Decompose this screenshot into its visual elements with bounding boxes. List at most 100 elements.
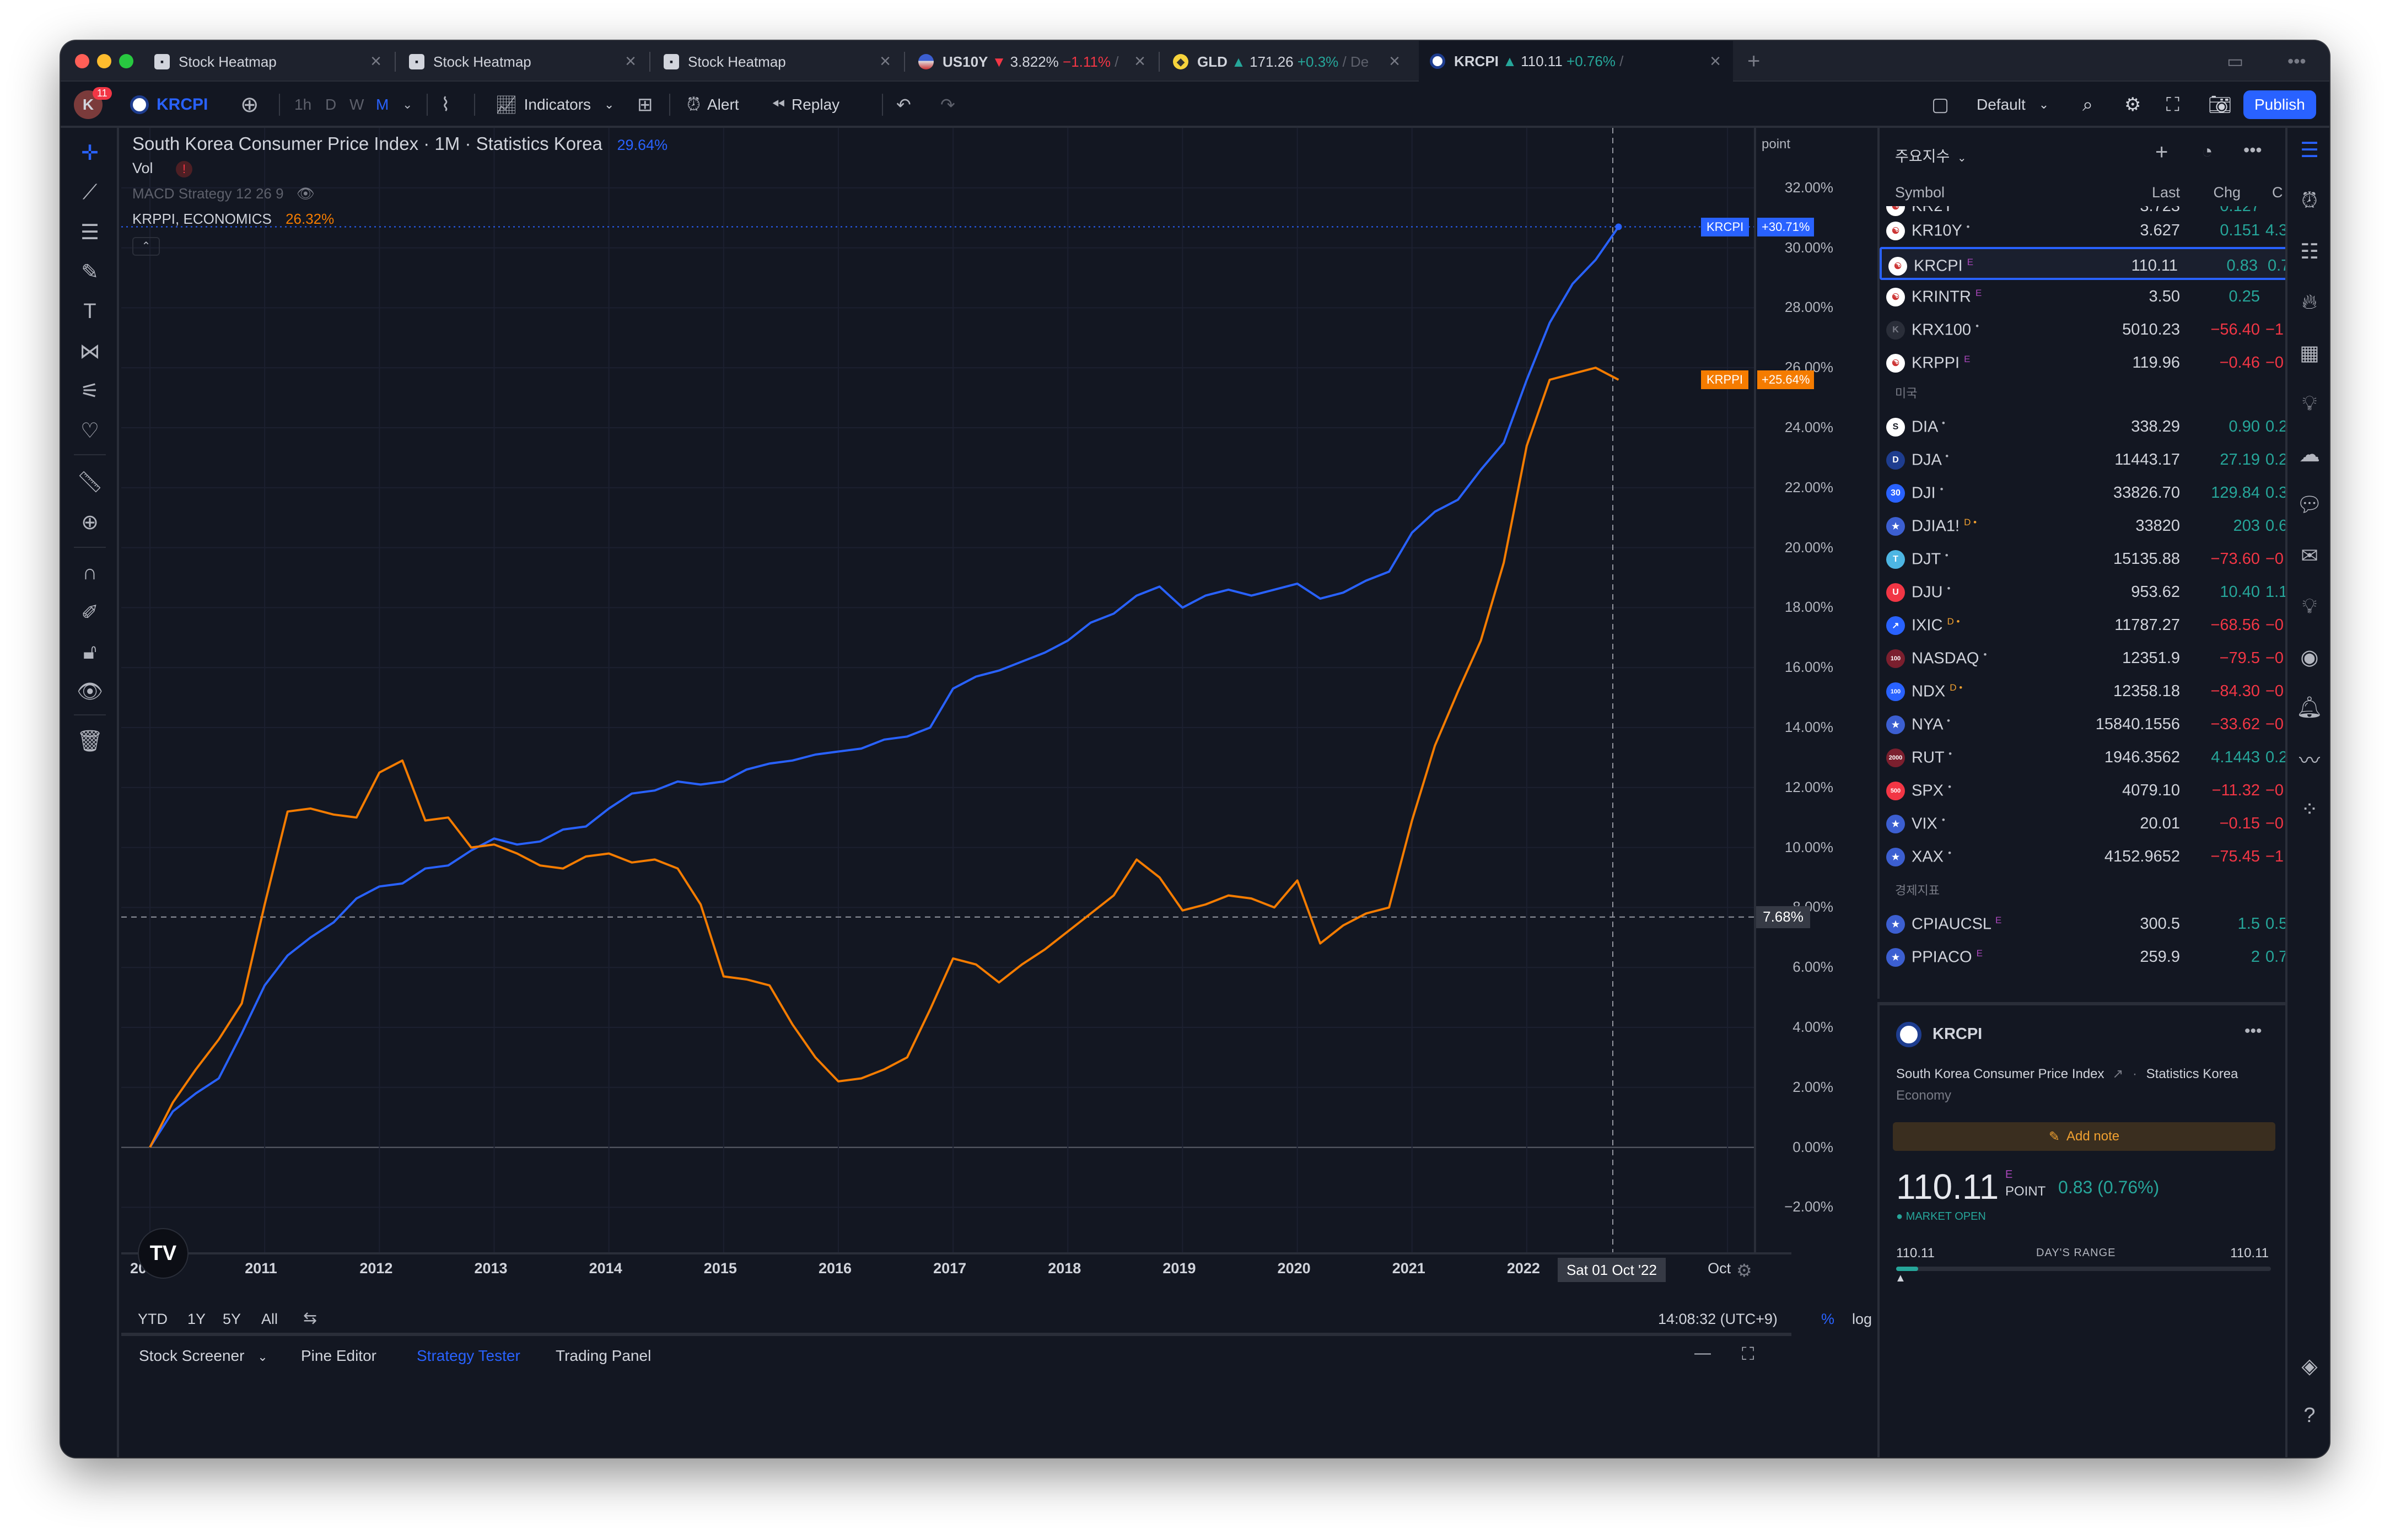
watchlist-row[interactable]: T DJT • 15135.88 −73.60 −0 (1880, 542, 2287, 575)
watchlist-row[interactable]: S DIA • 338.29 0.90 0.2 (1880, 410, 2287, 443)
watchlist-title-button[interactable]: 주요지수 ⌄ (1895, 144, 1967, 166)
dom-icon[interactable]: ⁘ (2301, 798, 2318, 821)
window-layout-icon[interactable]: ▭ (2227, 51, 2244, 71)
streams-cloud-icon[interactable]: ☁ (2299, 443, 2320, 466)
compare-add-icon[interactable]: ⊕ (240, 93, 259, 117)
watchlist-row[interactable]: 100 NASDAQ • 12351.9 −79.5 −0 (1880, 642, 2287, 675)
publish-button[interactable]: Publish (2243, 82, 2316, 128)
close-tab-icon[interactable]: × (1710, 51, 1721, 72)
watchlist-row[interactable]: ☯ KR10Y • 3.627 0.151 4.3 (1880, 214, 2287, 247)
watchlist-icon[interactable]: ☰ (2300, 138, 2319, 162)
watchlist-row[interactable]: ☯ KRCPI E 110.11 0.83 0.7 (1880, 247, 2287, 280)
minimize-panel-icon[interactable]: — (1694, 1344, 1711, 1362)
collapse-legend-icon[interactable]: ⌃ (132, 237, 160, 256)
undo-icon[interactable]: ↶ (896, 95, 911, 115)
range-ytd[interactable]: YTD (138, 1311, 168, 1327)
series-line-krppi[interactable] (149, 367, 1619, 1148)
tab-us10y[interactable]: US10Y ▼ 3.822% −1.11% / × (907, 44, 1158, 79)
minimize-window-button[interactable] (97, 54, 111, 68)
column-symbol[interactable]: Symbol (1895, 184, 1945, 201)
zoom-window-button[interactable] (119, 54, 133, 68)
watchlist-row[interactable]: ★ XAX • 4152.9652 −75.45 −1 (1880, 840, 2287, 873)
column-last[interactable]: Last (2151, 184, 2180, 201)
broadcast-icon[interactable]: ◉ (2300, 645, 2319, 669)
price-chart-canvas[interactable] (121, 128, 1791, 1307)
close-tab-icon[interactable]: × (1134, 51, 1145, 72)
notifications-bell-icon[interactable]: 🔔︎ (2296, 696, 2323, 719)
watchlist-row[interactable]: 500 SPX • 4079.10 −11.32 −0 (1880, 774, 2287, 807)
indicators-button[interactable]: 📈︎ Indicators ⌄ (495, 82, 614, 128)
legend-vol-row[interactable]: Vol ! (132, 160, 193, 177)
replay-button[interactable]: ⏪︎ Replay (772, 82, 839, 128)
watchlist-row[interactable]: ★ PPIACO E 259.9 2 0.7 (1880, 940, 2287, 973)
heart-icon[interactable]: ♡ (80, 419, 100, 443)
watchlist-row[interactable]: ☯ KRPPI E 119.96 −0.46 −0 (1880, 346, 2287, 379)
watchlist-row[interactable]: ★ NYA • 15840.1556 −33.62 −0 (1880, 708, 2287, 741)
crosshair-icon[interactable]: ✛ (81, 141, 99, 165)
alarm-clock-icon[interactable]: ⏰︎ (2301, 189, 2318, 212)
help-icon[interactable]: ? (2303, 1403, 2316, 1427)
object-tree-icon[interactable]: ☷ (2300, 240, 2319, 263)
hotlists-fire-icon[interactable]: 🔥︎ (2302, 290, 2317, 314)
section-economic[interactable]: 경제지표 (1895, 884, 1940, 897)
watchlist-row[interactable]: ★ CPIAUCSL E 300.5 1.5 0.5 (1880, 907, 2287, 940)
log-scale-toggle[interactable]: log (1852, 1311, 1872, 1327)
watchlist-row[interactable]: U DJU • 953.62 10.40 1.1 (1880, 575, 2287, 609)
chart-type-line-icon[interactable]: ⌇ (441, 94, 450, 115)
more-options-icon[interactable]: ••• (2244, 1022, 2262, 1040)
tab-stock-heatmap-1[interactable]: ▪ Stock Heatmap × (143, 44, 394, 79)
details-description[interactable]: South Korea Consumer Price Index (1896, 1067, 2104, 1081)
axis-settings-gear-icon[interactable]: ⚙︎ (1736, 1261, 1752, 1280)
ruler-icon[interactable]: 📏︎ (76, 471, 104, 494)
maximize-panel-icon[interactable]: ⛶ (1742, 1344, 1754, 1364)
tab-stock-screener[interactable]: Stock Screener ⌄ (139, 1347, 268, 1365)
close-tab-icon[interactable]: × (1389, 51, 1400, 72)
add-note-button[interactable]: ✎ Add note (1893, 1122, 2275, 1151)
templates-grid-icon[interactable]: ⊞ (637, 94, 653, 115)
series-line-krcpi[interactable] (149, 226, 1620, 1148)
trash-icon[interactable]: 🗑︎ (76, 730, 104, 753)
watchlist-row[interactable]: 100 NDX D • 12358.18 −84.30 −0 (1880, 675, 2287, 708)
interval-m[interactable]: M (376, 96, 389, 113)
external-link-icon[interactable]: ↗ (2112, 1067, 2124, 1081)
messages-icon[interactable]: ✉ (2301, 544, 2318, 568)
brush-icon[interactable]: ✎ (81, 260, 99, 284)
eye-hidden-icon[interactable]: 👁︎ (296, 185, 315, 202)
watchlist-row[interactable]: ★ VIX • 20.01 −0.15 −0 (1880, 807, 2287, 840)
layout-name-button[interactable]: Default ⌄ (1977, 82, 2049, 128)
eye-icon[interactable]: 👁︎ (76, 680, 104, 703)
tab-pine-editor[interactable]: Pine Editor (301, 1347, 376, 1364)
watchlist-row[interactable]: ★ DJIA1! D • 33820 203 0.6 (1880, 509, 2287, 542)
ideas-lightbulb-icon[interactable]: 💡︎ (2302, 391, 2317, 415)
date-range-icon[interactable]: ⇆ (303, 1309, 317, 1327)
text-tool-icon[interactable]: T (83, 299, 96, 323)
interval-d[interactable]: D (325, 96, 337, 113)
watchlist-row[interactable]: ↗ IXIC D • 11787.27 −68.56 −0 (1880, 609, 2287, 642)
layers-icon[interactable]: ◈ (2301, 1354, 2318, 1378)
time-axis[interactable]: 2010201120122013201420152016201720182019… (121, 1254, 1756, 1288)
camera-icon[interactable]: 📷︎ (2208, 94, 2232, 115)
tab-trading-panel[interactable]: Trading Panel (556, 1347, 652, 1364)
tab-stock-heatmap-2[interactable]: ▪ Stock Heatmap × (398, 44, 648, 79)
redo-icon[interactable]: ↷ (940, 95, 955, 115)
close-tab-icon[interactable]: × (880, 51, 891, 72)
calendar-icon[interactable]: ▦ (2300, 341, 2319, 365)
price-axis[interactable]: 32.00% 30.00% 28.00% 26.00% 24.00% 22.00% 20.0… (1756, 128, 1839, 1252)
symbol-search-button[interactable]: KRCPI (130, 82, 208, 128)
column-chg-percent[interactable]: C (2272, 184, 2283, 201)
close-tab-icon[interactable]: × (625, 51, 636, 72)
zoom-in-icon[interactable]: ⊕ (81, 510, 99, 534)
close-tab-icon[interactable]: × (370, 51, 381, 72)
alert-button[interactable]: ⏰︎ Alert (687, 82, 739, 128)
more-options-icon[interactable]: ••• (2287, 51, 2306, 71)
chats-icon[interactable]: 💬︎ (2296, 493, 2323, 516)
close-window-button[interactable] (75, 54, 89, 68)
chart-area[interactable]: 32.00% 30.00% 28.00% 26.00% 24.00% 22.00% 20.0… (121, 128, 1833, 1307)
trend-line-icon[interactable]: ⟋ (82, 180, 98, 204)
tab-strategy-tester[interactable]: Strategy Tester (417, 1347, 520, 1364)
column-chg[interactable]: Chg (2213, 184, 2241, 201)
pattern-tool-icon[interactable]: ⋈ (79, 340, 100, 363)
lock-drawing-icon[interactable]: ✐ (81, 601, 99, 624)
search-icon[interactable]: ⌕ (2082, 94, 2093, 115)
layout-select-icon[interactable]: ▢ (1931, 94, 1950, 115)
